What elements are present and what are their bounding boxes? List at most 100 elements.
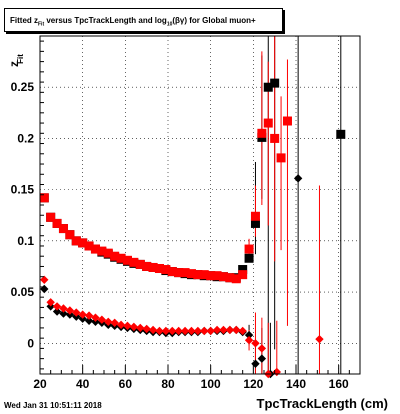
- data-point-square: [116, 253, 126, 263]
- data-point-square: [270, 78, 280, 88]
- x-axis-label: TpcTrackLength (cm): [256, 396, 388, 411]
- data-point-diamond: [272, 367, 281, 377]
- data-point-diamond: [174, 326, 183, 336]
- data-point-square: [257, 128, 267, 138]
- data-point-diamond: [187, 326, 196, 336]
- data-point-square: [206, 271, 216, 281]
- x-tick-label: 160: [329, 377, 349, 391]
- data-point-diamond: [257, 344, 267, 353]
- title-middle: versus TpcTrackLength and log: [44, 16, 167, 25]
- error-bars: [248, 36, 342, 374]
- data-point-diamond: [59, 309, 68, 318]
- data-point-diamond: [212, 325, 222, 335]
- data-point-diamond: [65, 306, 75, 315]
- data-point-square: [103, 248, 113, 258]
- data-point-square: [244, 253, 254, 263]
- data-point-square: [71, 236, 81, 246]
- data-point-diamond: [257, 354, 267, 363]
- data-point-diamond: [72, 308, 81, 317]
- data-point-diamond: [46, 298, 55, 307]
- data-point-square: [65, 230, 75, 240]
- data-point-diamond: [161, 326, 171, 336]
- data-point-diamond: [251, 359, 260, 368]
- data-point-square: [282, 116, 292, 126]
- data-point-square: [218, 272, 228, 282]
- data-point-square: [174, 268, 184, 278]
- x-axis: 20 40 60 80 100 120 140 160: [33, 365, 361, 391]
- data-point-square: [52, 218, 62, 228]
- data-point-diamond: [200, 326, 209, 336]
- svg-text:z: z: [7, 61, 21, 67]
- data-point-square: [129, 257, 139, 267]
- data-point-square: [142, 261, 152, 271]
- data-point-square: [110, 251, 120, 261]
- y-axis: 0 0.05 0.1 0.15 0.2 0.25: [11, 40, 44, 370]
- y-tick-label: 0.25: [11, 80, 35, 94]
- data-point-square: [122, 255, 132, 265]
- data-point-diamond: [225, 325, 235, 335]
- data-point-diamond: [293, 174, 303, 183]
- x-tick-label: 100: [201, 377, 221, 391]
- data-point-square: [186, 269, 196, 279]
- data-point-diamond: [136, 323, 145, 333]
- data-point-diamond: [129, 322, 139, 332]
- data-point-diamond: [52, 307, 62, 316]
- data-point-square: [58, 224, 68, 234]
- data-point-diamond: [232, 325, 241, 335]
- data-point-square: [263, 118, 273, 128]
- data-point-square: [199, 270, 209, 280]
- data-point-diamond: [180, 326, 190, 336]
- data-point-square: [167, 267, 177, 277]
- x-tick-label: 60: [119, 377, 133, 391]
- y-tick-label: 0: [27, 336, 34, 350]
- data-point-diamond: [315, 334, 324, 344]
- data-point-diamond: [142, 324, 151, 334]
- data-point-diamond: [244, 336, 254, 345]
- data-point-square: [46, 212, 56, 222]
- data-point-square: [225, 273, 235, 283]
- y-tick-label: 0.05: [11, 285, 35, 299]
- data-point-diamond: [168, 326, 177, 336]
- data-point-square: [180, 268, 190, 278]
- y-axis-label: z Fit: [7, 54, 25, 67]
- data-point-diamond: [84, 316, 94, 325]
- data-point-diamond: [59, 304, 68, 313]
- data-point-diamond: [155, 326, 164, 336]
- chart-title: Fitted zFit versus TpcTrackLength and lo…: [4, 8, 283, 32]
- title-subscript-fit: Fit: [38, 21, 45, 28]
- data-point-diamond: [123, 321, 132, 331]
- data-point-diamond: [206, 326, 215, 336]
- data-point-square: [270, 133, 280, 143]
- data-point-diamond: [40, 275, 49, 284]
- data-point-diamond: [219, 325, 228, 335]
- grid-lines: [39, 36, 360, 374]
- data-point-square: [238, 265, 248, 275]
- timestamp: Wed Jan 31 10:51:11 2018: [4, 401, 102, 410]
- data-point-square: [193, 270, 203, 280]
- data-point-square: [39, 193, 49, 203]
- data-point-square: [238, 270, 248, 280]
- data-points: [39, 78, 346, 379]
- data-point-square: [97, 246, 107, 256]
- data-point-diamond: [116, 320, 126, 330]
- data-point-diamond: [97, 315, 107, 324]
- data-point-diamond: [251, 339, 260, 348]
- data-point-square: [263, 82, 273, 92]
- data-point-square: [135, 259, 145, 269]
- data-point-square: [336, 129, 346, 139]
- data-point-diamond: [40, 284, 49, 294]
- title-suffix: (βγ) for Global muon+: [172, 16, 256, 25]
- x-tick-label: 120: [243, 377, 263, 391]
- y-tick-label: 0.1: [17, 234, 34, 248]
- data-point-diamond: [52, 302, 62, 311]
- data-point-square: [250, 211, 260, 221]
- data-point-square: [148, 262, 158, 272]
- data-point-diamond: [238, 326, 247, 336]
- title-prefix: Fitted z: [10, 16, 38, 25]
- data-point-square: [161, 265, 171, 275]
- x-tick-label: 40: [76, 377, 90, 391]
- svg-text:Fit: Fit: [16, 54, 25, 64]
- data-point-diamond: [110, 318, 119, 327]
- data-point-square: [250, 218, 260, 228]
